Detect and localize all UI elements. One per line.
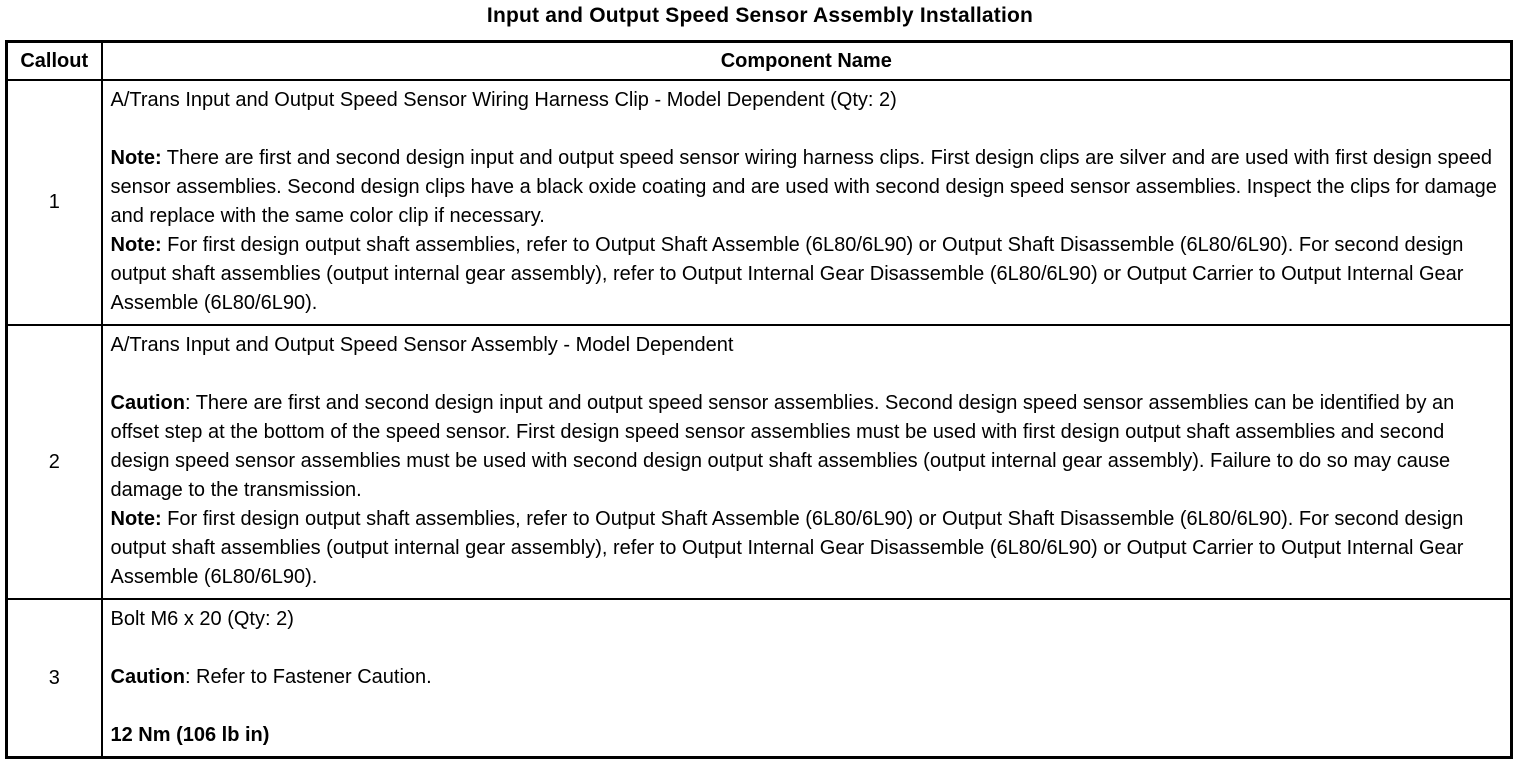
text-run: Bolt M6 x 20 (Qty: 2)	[110, 608, 294, 630]
paragraph: Note: For first design output shaft asse…	[111, 231, 1503, 318]
paragraph: Bolt M6 x 20 (Qty: 2)	[111, 605, 1503, 634]
page-title: Input and Output Speed Sensor Assembly I…	[486, 4, 1034, 27]
table-body: 1 A/Trans Input and Output Speed Sensor W…	[5, 79, 1513, 759]
text-run: : There are first and second design inpu…	[110, 392, 1455, 501]
blank-line	[111, 115, 1503, 144]
text-run: Caution	[110, 666, 185, 688]
table-row: 1 A/Trans Input and Output Speed Sensor W…	[5, 79, 1513, 326]
paragraph: A/Trans Input and Output Speed Sensor As…	[111, 331, 1503, 360]
component-cell: A/Trans Input and Output Speed Sensor As…	[100, 324, 1513, 600]
text-run: Note:	[110, 147, 162, 169]
text-run: There are first and second design input …	[110, 147, 1497, 227]
text-run: Caution	[110, 392, 185, 414]
table-row: 2 A/Trans Input and Output Speed Sensor A…	[5, 324, 1513, 600]
table-header: Callout Component Name	[5, 40, 1513, 81]
text-run: For first design output shaft assemblies…	[110, 234, 1464, 314]
paragraph: Caution: Refer to Fastener Caution.	[111, 663, 1503, 692]
callout-cell: 1	[5, 79, 103, 326]
text-run: : Refer to Fastener Caution.	[184, 666, 432, 688]
component-name-column-header: Component Name	[100, 40, 1513, 81]
text-run: Note:	[110, 508, 162, 530]
paragraph: Note: There are first and second design …	[111, 144, 1503, 231]
text-run: 12 Nm (106 lb in)	[110, 724, 270, 746]
callout-cell: 2	[5, 324, 103, 600]
callout-cell: 3	[5, 598, 103, 759]
paragraph: A/Trans Input and Output Speed Sensor Wi…	[111, 86, 1503, 115]
callout-column-header: Callout	[5, 40, 103, 81]
blank-line	[111, 634, 1503, 663]
paragraph: 12 Nm (106 lb in)	[111, 721, 1503, 750]
blank-line	[111, 692, 1503, 721]
component-cell: A/Trans Input and Output Speed Sensor Wi…	[100, 79, 1513, 326]
paragraph: Note: For first design output shaft asse…	[111, 505, 1503, 592]
header-row: Callout Component Name	[5, 40, 1513, 81]
text-run: Note:	[110, 234, 162, 256]
text-run: A/Trans Input and Output Speed Sensor Wi…	[110, 89, 897, 111]
text-run: A/Trans Input and Output Speed Sensor As…	[110, 334, 734, 356]
table-row: 3 Bolt M6 x 20 (Qty: 2) Caution: Refer to …	[5, 598, 1513, 759]
blank-line	[111, 360, 1503, 389]
text-run: For first design output shaft assemblies…	[110, 508, 1464, 588]
component-table: Callout Component Name 1 A/Trans Input an…	[5, 40, 1513, 759]
paragraph: Caution: There are first and second desi…	[111, 389, 1503, 505]
component-cell: Bolt M6 x 20 (Qty: 2) Caution: Refer to F…	[100, 598, 1513, 759]
